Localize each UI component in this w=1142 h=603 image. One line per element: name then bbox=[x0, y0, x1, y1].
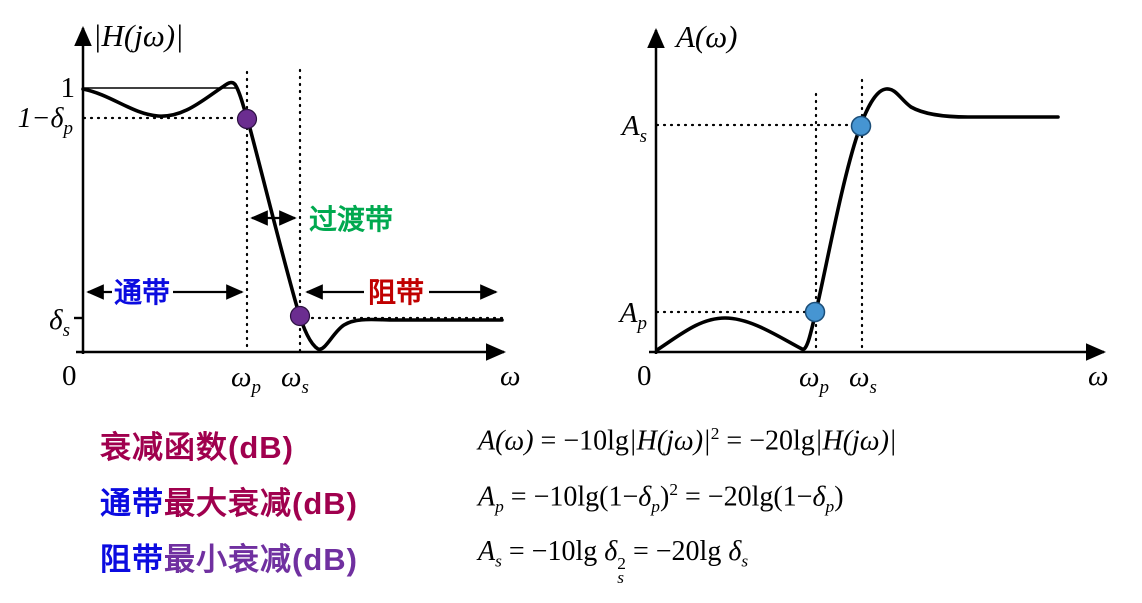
Ap-label: Ap bbox=[618, 297, 647, 334]
heading-text: 衰减函数(dB) bbox=[100, 430, 294, 465]
right-omega-s-label: ωs bbox=[849, 361, 877, 398]
right-omega-p-label: ωp bbox=[799, 361, 829, 398]
transition-band-label: 过渡带 bbox=[309, 204, 393, 235]
passband-edge-point bbox=[236, 108, 258, 130]
delta-s-label: δs bbox=[49, 304, 70, 341]
left-omega-p-label: ωp bbox=[231, 361, 261, 398]
one-minus-delta-p-label: 1−δp bbox=[18, 103, 73, 139]
heading-passband-text: 通带 bbox=[100, 486, 164, 521]
attenuation-function-formula: A(ω) = −10lg|H(jω)|2 = −20lg|H(jω)| bbox=[478, 424, 897, 457]
passband-max-attenuation-formula: Ap = −10lg(1−δp)2 = −20lg(1−δp) bbox=[478, 480, 844, 516]
heading-stopband-text: 阻带 bbox=[100, 542, 164, 577]
plots-canvas: |H(jω)| 1 1−δp δs 0 ωp ωs ω 通带 过渡带 阻带 bbox=[18, 18, 1109, 398]
equations-section: 衰减函数(dB) A(ω) = −10lg|H(jω)|2 = −20lg|H(… bbox=[0, 400, 1142, 603]
passband-max-attenuation-heading: 通带最大衰减(dB) bbox=[100, 478, 358, 523]
As-label: As bbox=[620, 110, 647, 147]
left-omega-s-label: ωs bbox=[281, 361, 309, 398]
heading-rest-text: 最小衰减(dB) bbox=[164, 542, 358, 577]
passband-label: 通带 bbox=[114, 277, 170, 308]
left-omega-axis-label: ω bbox=[500, 360, 520, 392]
level-1-label: 1 bbox=[61, 72, 76, 104]
stopband-min-attenuation-heading: 阻带最小衰减(dB) bbox=[100, 534, 358, 579]
heading-rest-text: 最大衰减(dB) bbox=[164, 486, 358, 521]
right-plot-title: A(ω) bbox=[674, 19, 737, 54]
As-point bbox=[850, 115, 872, 137]
right-omega-axis-label: ω bbox=[1088, 360, 1108, 392]
eq-row-attenuation-function: 衰减函数(dB) A(ω) = −10lg|H(jω)|2 = −20lg|H(… bbox=[0, 422, 1142, 470]
stopband-edge-point bbox=[289, 305, 311, 327]
Ap-point bbox=[804, 301, 826, 323]
left-origin-label: 0 bbox=[62, 360, 77, 392]
left-plot-title: |H(jω)| bbox=[93, 18, 184, 53]
right-origin-label: 0 bbox=[637, 360, 652, 392]
attenuation-curve bbox=[655, 87, 1060, 352]
right-plot: A(ω) As Ap 0 ωp ωs ω bbox=[618, 19, 1109, 398]
stopband-label: 阻带 bbox=[368, 277, 424, 308]
magnitude-response-curve bbox=[81, 80, 504, 351]
eq-row-passband-max-attenuation: 通带最大衰减(dB) Ap = −10lg(1−δp)2 = −20lg(1−δ… bbox=[0, 478, 1142, 526]
left-plot: |H(jω)| 1 1−δp δs 0 ωp ωs ω 通带 过渡带 阻带 bbox=[18, 18, 521, 398]
attenuation-function-heading: 衰减函数(dB) bbox=[100, 422, 294, 467]
